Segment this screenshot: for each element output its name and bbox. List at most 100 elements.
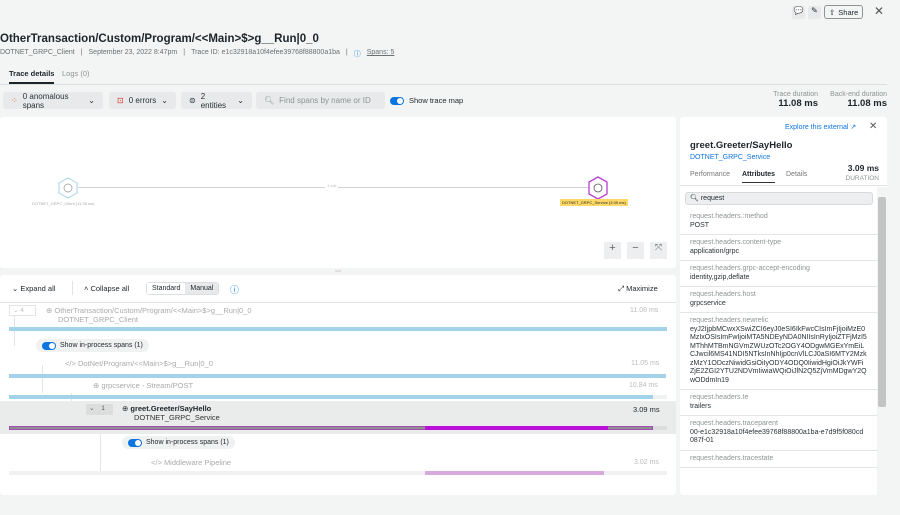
attribute-list: request.headers.:method POST request.head…	[680, 209, 877, 468]
expand-all-button[interactable]: ⌄ Expand all	[12, 284, 56, 293]
divider	[680, 185, 887, 186]
duration-label: DURATION	[845, 175, 879, 182]
view-mode-segmented[interactable]: Standard Manual	[146, 282, 220, 295]
globe-icon: ⊕	[122, 404, 129, 413]
code-icon: </>	[151, 458, 162, 467]
attribute-item: request.headers.:method POST	[680, 209, 877, 235]
tab-logs[interactable]: Logs (0)	[62, 69, 90, 78]
trace-duration: Trace duration 11.08 ms	[773, 91, 818, 109]
trace-date: September 23, 2022 8:47pm	[88, 49, 178, 56]
span-bar	[9, 395, 653, 399]
share-icon: ⇧	[829, 7, 836, 17]
tab-performance[interactable]: Performance	[690, 171, 731, 178]
span-duration: 11.05 ms	[631, 360, 660, 367]
maximize-button[interactable]: ⤢ Maximize	[618, 284, 658, 293]
anomalous-spans-dropdown[interactable]: ⁘ 0 anomalous spans ⌄	[3, 92, 103, 110]
fit-view-button[interactable]: ⤧	[650, 242, 667, 259]
client-node-label: DOTNET_GRPC_Client (11.08 ms)	[32, 201, 95, 206]
tree-line	[42, 365, 43, 393]
scrollbar-thumb[interactable]	[878, 197, 886, 407]
entity-name: DOTNET_GRPC_Client	[0, 49, 75, 56]
span-duration: 3.09 ms	[633, 405, 660, 414]
chevron-down-icon: ⌄	[237, 96, 244, 105]
entities-dropdown[interactable]: ⊜ 2 entities ⌄	[181, 92, 252, 110]
span-bar	[9, 374, 666, 378]
span-bar-track	[9, 471, 667, 475]
span-detail-panel: Explore this external ↗ ✕ greet.Greeter/…	[680, 117, 887, 495]
tree-line	[14, 316, 15, 346]
share-button[interactable]: ⇧ Share	[824, 5, 864, 19]
feedback-icon[interactable]: 💬	[792, 6, 805, 19]
tab-details[interactable]: Details	[786, 171, 808, 178]
attribute-item: request.headers.host grpcservice	[680, 287, 877, 313]
search-icon: 🔍︎	[264, 96, 275, 105]
span-name[interactable]: ⊕ greet.Greeter/SayHello DOTNET_GRPC_Serv…	[122, 404, 220, 422]
attribute-item: request.headers.tracestate	[680, 451, 877, 468]
entity-icon: ⊜	[189, 96, 196, 105]
span-row[interactable]: ⊕ grpcservice - Stream/POST	[93, 381, 194, 390]
info-icon[interactable]: ⓘ	[230, 285, 240, 295]
search-icon: 🔍︎	[690, 195, 699, 202]
info-icon: ⓘ	[353, 51, 361, 58]
standard-option[interactable]: Standard	[147, 283, 186, 294]
span-bar	[425, 471, 604, 475]
span-bar-parent	[9, 426, 653, 430]
show-in-process-spans-toggle[interactable]: Show in-process spans (1)	[36, 339, 149, 352]
detail-entity-link[interactable]: DOTNET_GRPC_Service	[690, 154, 771, 161]
toggle-switch[interactable]	[390, 96, 404, 105]
attribute-search-input[interactable]: 🔍︎ request	[685, 192, 873, 205]
close-icon[interactable]: ✕	[874, 4, 885, 18]
divider	[72, 281, 73, 295]
show-trace-map-toggle[interactable]: Show trace map	[390, 96, 463, 105]
page-title: OtherTransaction/Custom/Program/<<Main>$…	[0, 33, 319, 45]
span-count-badge[interactable]: ⌄ 4	[9, 305, 36, 316]
code-icon: </>	[65, 359, 76, 368]
attribute-item: request.headers.newrelic eyJ2IjpbMCwxXSwi…	[680, 313, 877, 390]
resize-handle[interactable]: ⋯	[335, 269, 341, 275]
chevron-down-icon: ⌄	[161, 96, 168, 105]
tab-trace-details[interactable]: Trace details	[9, 69, 55, 84]
trace-id: Trace ID: e1c32918a10f4efee39768f88800a1…	[191, 49, 340, 56]
close-panel-icon[interactable]: ✕	[869, 121, 878, 132]
attribute-item: request.headers.te trailers	[680, 390, 877, 416]
errors-dropdown[interactable]: ⊡ 0 errors ⌄	[109, 92, 176, 109]
service-node-icon[interactable]	[588, 176, 608, 200]
collapse-all-button[interactable]: ˄ Collapse all	[84, 284, 130, 293]
span-bar	[9, 327, 667, 331]
span-duration: 3.02 ms	[634, 459, 659, 466]
span-duration: 11.08 ms	[630, 307, 659, 314]
divider	[0, 302, 676, 303]
anomaly-icon: ⁘	[11, 96, 18, 105]
trace-map[interactable]: 1 call DOTNET_GRPC_Client (11.08 ms) DOT…	[0, 117, 676, 268]
span-duration: 10.84 ms	[629, 382, 658, 389]
explore-external-link[interactable]: Explore this external ↗	[785, 124, 857, 131]
tree-line	[100, 417, 101, 471]
edge-label: 1 call	[325, 183, 339, 188]
client-node-icon[interactable]	[58, 177, 78, 199]
span-waterfall: ⌄ Expand all ˄ Collapse all Standard Man…	[0, 275, 676, 495]
attribute-item: request.headers.traceparent 00-e1c32918a1…	[680, 416, 877, 451]
attribute-item: request.headers.grpc-accept-encoding iden…	[680, 261, 877, 287]
manual-option[interactable]: Manual	[185, 283, 219, 294]
spans-link[interactable]: Spans: 5	[366, 49, 395, 56]
backend-duration: Back-end duration 11.08 ms	[830, 91, 887, 109]
error-icon: ⊡	[117, 96, 124, 105]
globe-icon: ⊕	[93, 381, 100, 390]
tab-attributes[interactable]: Attributes	[742, 171, 776, 183]
zoom-in-button[interactable]: +	[604, 242, 621, 259]
span-count-badge[interactable]: ⌄ 1	[86, 404, 113, 415]
span-row[interactable]: </> Middleware Pipeline	[151, 458, 232, 467]
scrollbar[interactable]	[877, 187, 887, 495]
service-node-label: DOTNET_GRPC_Service (3.09 ms)	[560, 199, 628, 206]
zoom-out-button[interactable]: −	[627, 242, 644, 259]
notes-icon[interactable]: ✎	[808, 6, 821, 19]
chevron-down-icon: ⌄	[88, 96, 95, 105]
span-search-input[interactable]: 🔍︎ Find spans by name or ID	[256, 92, 385, 109]
show-in-process-spans-toggle[interactable]: Show in-process spans (1)	[122, 436, 235, 449]
attribute-item: request.headers.content-type application/…	[680, 235, 877, 261]
span-row[interactable]: </> DotNet/Program/<<Main>$>g__Run|0_0	[65, 359, 213, 368]
span-bar	[425, 426, 608, 430]
span-row[interactable]: ⊕ OtherTransaction/Custom/Program/<<Main…	[46, 306, 252, 324]
divider	[0, 84, 887, 85]
trace-meta: DOTNET_GRPC_Client | September 23, 2022 8…	[0, 49, 395, 58]
